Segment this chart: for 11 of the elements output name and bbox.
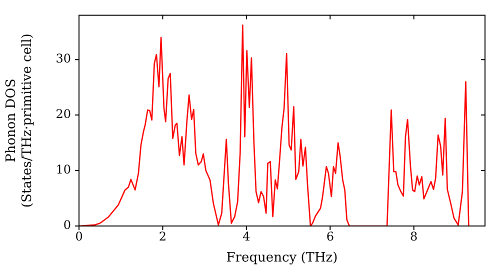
x-tick-label: 4 bbox=[242, 229, 251, 244]
x-axis-title: Frequency (THz) bbox=[226, 250, 338, 266]
x-tick-label: 8 bbox=[410, 229, 418, 244]
y-axis-title: Phonon DOS (States/THz·primitive cell) bbox=[4, 34, 35, 208]
y-tick-label: 10 bbox=[56, 162, 71, 177]
x-tick-label: 6 bbox=[326, 229, 334, 244]
y-tick-label: 0 bbox=[63, 218, 71, 232]
x-tick-label: 0 bbox=[75, 229, 83, 244]
y-tick-label: 20 bbox=[56, 107, 71, 122]
x-tick-label: 2 bbox=[158, 229, 167, 244]
y-tick-label: 30 bbox=[56, 52, 71, 66]
